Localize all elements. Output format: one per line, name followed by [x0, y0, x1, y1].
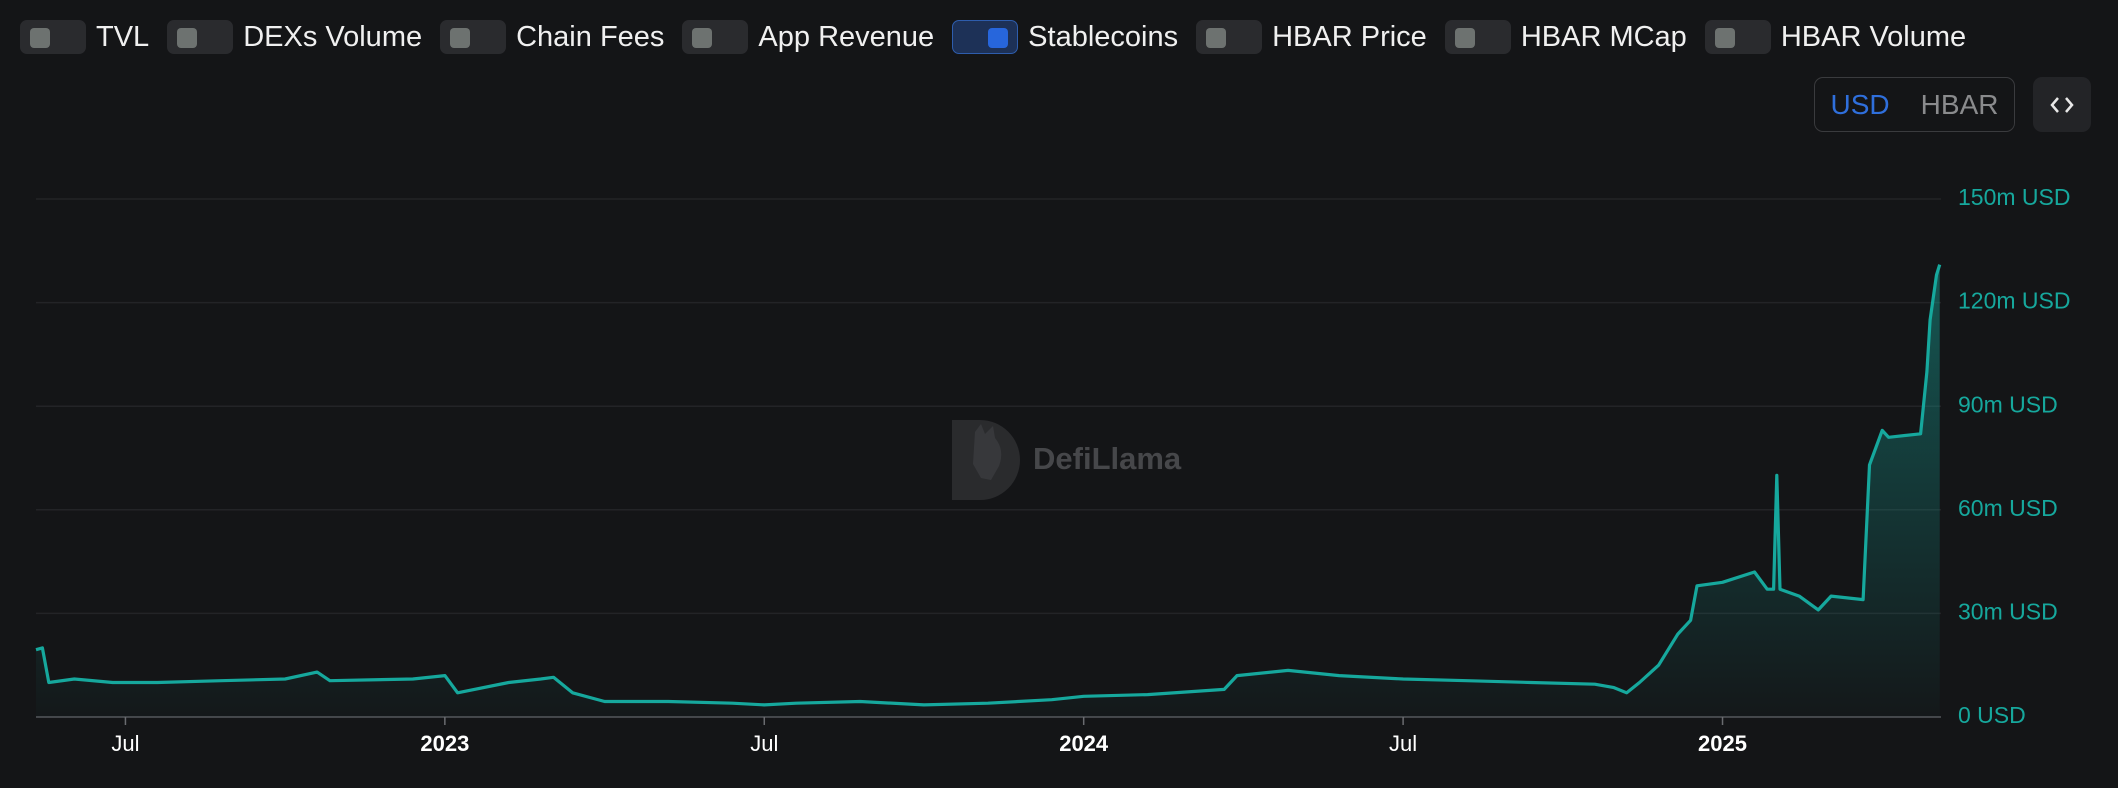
- y-tick-label: 30m USD: [1958, 598, 2058, 624]
- watermark: DefiLlama: [952, 420, 1182, 500]
- toggle[interactable]: Chain Fees: [440, 20, 664, 54]
- y-tick-label: 150m USD: [1958, 184, 2070, 210]
- toggle-switch[interactable]: [167, 20, 234, 54]
- toggle-label: TVL: [96, 20, 150, 53]
- toggle-knob: [1454, 28, 1475, 48]
- toggle-label: DEXs Volume: [243, 20, 423, 53]
- toggle-label: App Revenue: [758, 20, 935, 53]
- line: [35, 264, 1942, 707]
- unit-option[interactable]: USD: [1830, 88, 1890, 120]
- toggle-label: Chain Fees: [516, 20, 665, 53]
- toggle[interactable]: DEXs Volume: [167, 20, 422, 54]
- toggle[interactable]: HBAR MCap: [1444, 20, 1687, 54]
- toggle-switch[interactable]: [952, 20, 1019, 54]
- toggle-knob: [30, 28, 50, 48]
- toggle-knob: [1714, 28, 1735, 48]
- toggle-switch[interactable]: [1196, 20, 1263, 54]
- unit-option[interactable]: HBAR: [1920, 88, 1999, 120]
- toggle-switch[interactable]: [682, 20, 749, 54]
- y-tick-label: 0 USD: [1958, 702, 2026, 728]
- embed-button[interactable]: [2033, 77, 2091, 132]
- toggle-knob: [177, 28, 198, 48]
- toggle-label: Stablecoins: [1028, 20, 1179, 53]
- toggle[interactable]: HBAR Price: [1196, 20, 1427, 54]
- toggle[interactable]: App Revenue: [682, 20, 934, 54]
- y-tick-label: 90m USD: [1958, 391, 2058, 417]
- area: [36, 264, 1940, 717]
- unit-switch: USD HBAR: [1814, 77, 2015, 132]
- toggle-knob: [450, 28, 471, 48]
- toggle-switch[interactable]: [440, 20, 507, 54]
- toggle-bar: TVL DEXs Volume Chain Fees App Revenue Stabl…: [20, 20, 1966, 54]
- toggle-switch[interactable]: [20, 20, 86, 54]
- toggle-knob: [988, 28, 1009, 48]
- watermark-text: DefiLlama: [1033, 441, 1182, 476]
- x-tick-label: 2024: [1059, 731, 1109, 756]
- toggle-knob: [692, 28, 713, 48]
- toggle-knob: [1206, 28, 1227, 48]
- y-tick-label: 60m USD: [1958, 495, 2058, 521]
- y-tick-label: 120m USD: [1958, 288, 2070, 314]
- watermark-logo-llama: [973, 424, 1002, 480]
- toggle[interactable]: Stablecoins: [952, 20, 1178, 54]
- toggle[interactable]: TVL: [20, 20, 149, 54]
- x-tick-label: Jul: [1389, 731, 1417, 756]
- x-tick-label: Jul: [750, 731, 778, 756]
- toggle-label: HBAR Price: [1272, 20, 1427, 53]
- toggle-label: HBAR Volume: [1780, 20, 1967, 53]
- embed-icon: [2050, 97, 2074, 113]
- toggle-label: HBAR MCap: [1520, 20, 1687, 53]
- x-tick-label: 2023: [420, 731, 469, 756]
- x-tick-label: 2025: [1698, 731, 1747, 756]
- toggle[interactable]: HBAR Volume: [1704, 20, 1967, 54]
- x-tick-label: Jul: [111, 731, 139, 756]
- toggle-switch[interactable]: [1444, 20, 1511, 54]
- toggle-switch[interactable]: [1704, 20, 1771, 54]
